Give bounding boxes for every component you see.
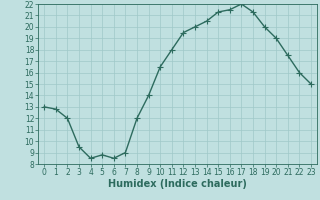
X-axis label: Humidex (Indice chaleur): Humidex (Indice chaleur) xyxy=(108,179,247,189)
